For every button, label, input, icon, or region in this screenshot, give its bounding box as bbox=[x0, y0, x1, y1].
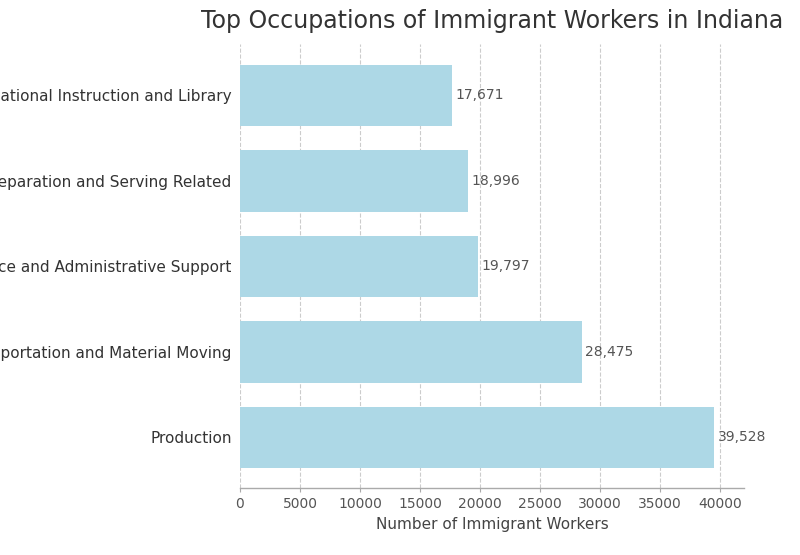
Bar bbox=[240, 150, 468, 211]
Text: 39,528: 39,528 bbox=[718, 431, 766, 445]
Bar bbox=[240, 321, 582, 383]
Text: 18,996: 18,996 bbox=[471, 174, 520, 188]
Title: Top Occupations of Immigrant Workers in Indiana: Top Occupations of Immigrant Workers in … bbox=[201, 9, 783, 33]
X-axis label: Number of Immigrant Workers: Number of Immigrant Workers bbox=[376, 517, 608, 532]
Text: 17,671: 17,671 bbox=[456, 88, 504, 102]
Bar bbox=[240, 407, 714, 468]
Bar bbox=[240, 64, 452, 126]
Bar bbox=[240, 236, 478, 297]
Text: 28,475: 28,475 bbox=[586, 345, 634, 359]
Text: 19,797: 19,797 bbox=[481, 259, 530, 274]
